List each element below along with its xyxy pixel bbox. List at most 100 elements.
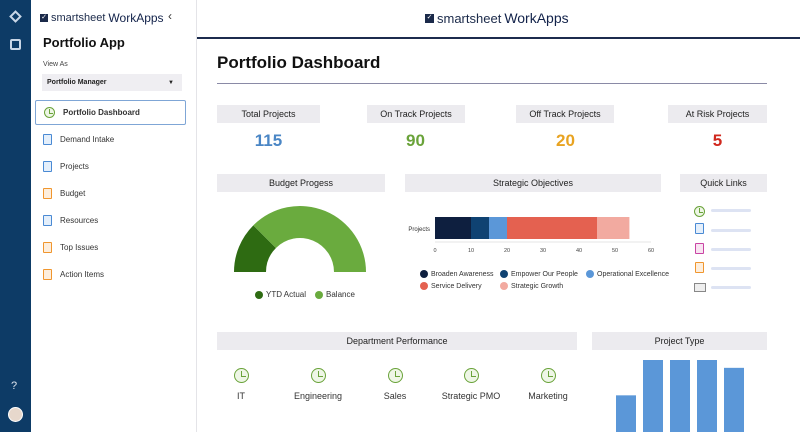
quick-link-folder-icon[interactable]	[694, 283, 706, 292]
legend-swatch	[420, 282, 428, 290]
kpi-at-risk-label: At Risk Projects	[668, 105, 767, 123]
sheet-icon	[43, 161, 52, 172]
department-label: Engineering	[293, 391, 343, 401]
legend-label: YTD Actual	[266, 290, 307, 299]
header-logo: ✓ smartsheet WorkApps	[425, 10, 569, 26]
logo-text: smartsheet	[51, 12, 106, 24]
sidebar-item-projects[interactable]: Projects	[35, 154, 186, 179]
strategic-objectives-chart: Projects 0 10 20 30 40 50 60	[408, 217, 654, 254]
department-engineering[interactable]: Engineering	[278, 368, 358, 401]
category-label: Projects	[408, 227, 430, 233]
sidebar-item-top-issues[interactable]: Top Issues	[35, 235, 186, 260]
kpi-at-risk-value: 5	[712, 131, 723, 150]
legend-label: Balance	[326, 290, 355, 299]
legend-balance: Balance	[315, 290, 355, 299]
legend-swatch	[420, 270, 428, 278]
sidebar-item-resources[interactable]: Resources	[35, 208, 186, 233]
kpi-off-track-value: 20	[556, 131, 575, 150]
legend-swatch	[586, 270, 594, 278]
quick-link-report-icon[interactable]	[695, 262, 704, 273]
report-icon	[43, 188, 52, 199]
department-label: Marketing	[528, 391, 568, 401]
bar-segment	[507, 217, 597, 239]
gauge-segment	[253, 206, 366, 272]
sidebar-logo: ✓ smartsheet WorkApps	[40, 11, 164, 25]
title-divider	[217, 83, 767, 84]
quick-link-report[interactable]	[711, 267, 751, 270]
dashboard-icon	[233, 368, 249, 383]
sidebar: ✓ smartsheet WorkApps ‹ Portfolio App Vi…	[31, 0, 197, 432]
apps-icon[interactable]	[10, 39, 21, 50]
legend-service-delivery: Service Delivery	[420, 282, 482, 290]
x-tick-label: 60	[648, 248, 654, 254]
sidebar-item-label: Resources	[60, 216, 99, 225]
report-icon	[43, 242, 52, 253]
quick-link-sheet-icon[interactable]	[695, 223, 704, 234]
smartsheet-logo-icon: ✓	[425, 13, 434, 23]
app-title: Portfolio App	[43, 35, 125, 50]
quick-link-form-icon[interactable]	[695, 243, 704, 254]
sidebar-item-demand-intake[interactable]: Demand Intake	[35, 127, 186, 152]
bar	[724, 367, 744, 432]
sidebar-item-label: Action Items	[60, 270, 105, 279]
budget-gauge	[234, 206, 366, 272]
quick-link-sheet[interactable]	[711, 229, 751, 232]
project-type-chart	[616, 360, 744, 432]
x-tick-label: 40	[576, 248, 582, 254]
department-sales[interactable]: Sales	[355, 368, 435, 401]
sidebar-item-label: Demand Intake	[60, 135, 115, 144]
avatar[interactable]	[8, 407, 23, 422]
x-tick-label: 10	[468, 248, 474, 254]
quick-link-folder[interactable]	[711, 286, 751, 289]
quick-link-form[interactable]	[711, 248, 751, 251]
quick-links-header: Quick Links	[680, 174, 767, 192]
bar	[643, 360, 663, 432]
bar-segment	[471, 217, 489, 239]
chevron-down-icon: ▼	[168, 79, 174, 86]
sidebar-item-portfolio-dashboard[interactable]: Portfolio Dashboard	[35, 100, 186, 125]
kpi-on-track-label: On Track Projects	[367, 105, 465, 123]
department-strategic-pmo[interactable]: Strategic PMO	[431, 368, 511, 401]
bar	[697, 360, 717, 432]
legend-swatch	[255, 290, 263, 299]
department-label: IT	[237, 391, 245, 401]
app-rail: ?	[0, 0, 31, 432]
dashboard-icon	[463, 368, 479, 383]
department-marketing[interactable]: Marketing	[508, 368, 588, 401]
x-tick-label: 20	[504, 248, 510, 254]
view-as-value: Portfolio Manager	[47, 79, 107, 86]
collapse-sidebar-button[interactable]: ‹	[168, 9, 172, 23]
sidebar-item-label: Top Issues	[60, 243, 99, 252]
department-label: Sales	[383, 391, 407, 401]
legend-broaden-awareness: Broaden Awareness	[420, 270, 494, 278]
sheet-icon	[43, 215, 52, 226]
help-icon[interactable]: ?	[11, 380, 18, 392]
sidebar-item-budget[interactable]: Budget	[35, 181, 186, 206]
legend-ytd-actual: YTD Actual	[255, 290, 306, 299]
legend-label: Operational Excellence	[597, 270, 669, 278]
view-as-label: View As	[43, 61, 68, 68]
kpi-on-track-value: 90	[406, 131, 425, 150]
home-diamond-icon[interactable]	[9, 10, 22, 23]
department-it[interactable]: IT	[201, 368, 281, 401]
sidebar-item-label: Budget	[60, 189, 86, 198]
logo-product: WorkApps	[108, 11, 164, 25]
view-as-select[interactable]: Portfolio Manager ▼	[42, 74, 182, 91]
legend-swatch	[500, 270, 508, 278]
project-type-header: Project Type	[592, 332, 767, 350]
page-title: Portfolio Dashboard	[217, 53, 381, 72]
sidebar-item-label: Portfolio Dashboard	[63, 108, 140, 117]
dashboard-icon	[540, 368, 556, 383]
sidebar-item-action-items[interactable]: Action Items	[35, 262, 186, 287]
logo-product: WorkApps	[504, 10, 569, 26]
dashboard-icon	[387, 368, 403, 383]
gauge-segment	[234, 225, 276, 272]
quick-link-dashboard[interactable]	[711, 209, 751, 212]
quick-link-dashboard-icon[interactable]	[694, 206, 705, 217]
legend-swatch	[500, 282, 508, 290]
kpi-total-value: 115	[254, 131, 283, 150]
x-tick-label: 30	[540, 248, 546, 254]
legend-empower-our-people: Empower Our People	[500, 270, 578, 278]
x-tick-label: 50	[612, 248, 618, 254]
bar-segment	[435, 217, 471, 239]
